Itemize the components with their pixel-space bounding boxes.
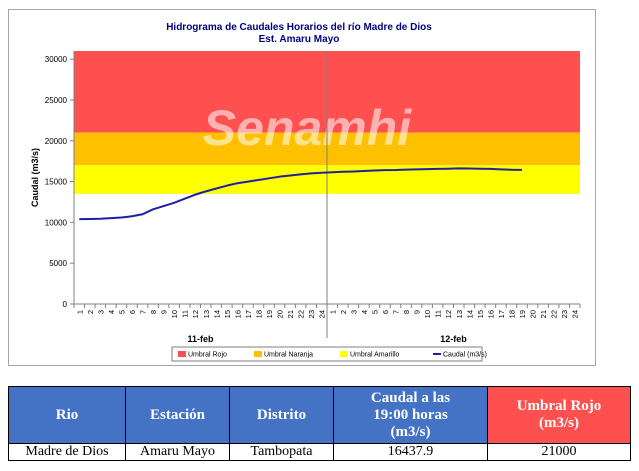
x-tick-label-37: 14 [465, 310, 474, 318]
y-axis-label: Caudal (m3/s) [30, 148, 40, 207]
x-tick-label-41: 18 [507, 310, 516, 318]
legend-swatch-1 [254, 351, 262, 357]
header-caudal-line1: Caudal a las [370, 389, 451, 406]
y-tick-label-6: 30000 [45, 55, 68, 64]
cell-umbral: 21000 [487, 443, 631, 461]
cell-estacion: Amaru Mayo [125, 443, 230, 461]
legend-label-3: Caudal (m3/s) [443, 352, 487, 359]
x-tick-label-42: 19 [518, 310, 527, 318]
y-tick-label-0: 0 [63, 300, 68, 309]
y-tick-label-5: 25000 [45, 96, 68, 105]
cell-rio: Madre de Dios [8, 443, 126, 461]
hydrograph-chart: Senamhi Hidrograma de Caudales Horarios … [30, 22, 581, 362]
x-tick-label-17: 18 [254, 310, 263, 318]
x-tick-label-31: 8 [402, 310, 411, 314]
x-tick-label-20: 21 [286, 310, 295, 318]
x-tick-label-33: 10 [423, 310, 432, 318]
header-caudal-line2: 19:00 horas [373, 406, 448, 423]
x-tick-label-14: 15 [223, 310, 232, 318]
x-tick-label-39: 16 [486, 310, 495, 318]
legend-swatch-0 [178, 351, 186, 357]
x-tick-label-26: 3 [349, 310, 358, 314]
legend-label-0: Umbral Rojo [188, 352, 227, 359]
chart-title: Hidrograma de Caudales Horarios del río … [166, 22, 432, 33]
x-tick-label-5: 6 [128, 310, 137, 314]
y-tick-label-1: 5000 [49, 259, 67, 268]
x-tick-label-27: 4 [360, 310, 369, 314]
y-tick-label-4: 20000 [45, 137, 68, 146]
x-tick-label-0: 1 [75, 310, 84, 314]
x-tick-label-38: 15 [476, 310, 485, 318]
x-tick-label-32: 9 [413, 310, 422, 314]
x-tick-label-47: 24 [571, 310, 580, 318]
x-tick-label-40: 17 [497, 310, 506, 318]
x-tick-label-3: 4 [107, 310, 116, 314]
chart-frame: Senamhi Hidrograma de Caudales Horarios … [8, 9, 596, 366]
y-tick-label-3: 15000 [45, 178, 68, 187]
header-caudal: Caudal a las 19:00 horas (m3/s) [333, 386, 488, 444]
x-tick-label-23: 24 [318, 310, 327, 318]
x-tick-label-22: 23 [307, 310, 316, 318]
series-line-0 [79, 167, 523, 221]
x-tick-label-34: 11 [434, 310, 443, 318]
x-tick-label-12: 13 [202, 310, 211, 318]
legend: Umbral Rojo Umbral Naranja Umbral Amarillo… [171, 346, 487, 362]
header-umbral-line1: Umbral Rojo [516, 398, 602, 414]
x-tick-label-4: 5 [117, 310, 126, 314]
x-tick-label-24: 1 [328, 310, 337, 314]
header-distrito: Distrito [229, 386, 334, 444]
x-tick-label-36: 13 [455, 310, 464, 318]
x-tick-label-46: 23 [560, 310, 569, 318]
x-tick-label-7: 8 [149, 310, 158, 314]
x-tick-label-21: 22 [297, 310, 306, 318]
x-tick-label-1: 2 [86, 310, 95, 314]
table-row: Madre de Dios Amaru Mayo Tambopata 16437… [8, 443, 631, 461]
header-caudal-unit: (m3/s) [390, 423, 431, 440]
x-tick-label-9: 10 [170, 310, 179, 318]
summary-table: Rio Estación Distrito Caudal a las 19:00… [8, 386, 631, 461]
day-label-0: 11-feb [187, 334, 214, 344]
x-tick-label-15: 16 [233, 310, 242, 318]
legend-swatch-2 [340, 351, 348, 357]
legend-label-1: Umbral Naranja [264, 352, 313, 359]
x-tick-label-16: 17 [244, 310, 253, 318]
header-rio: Rio [8, 386, 126, 444]
x-tick-label-44: 21 [539, 310, 548, 318]
watermark: Senamhi [203, 100, 413, 156]
x-tick-label-28: 5 [370, 310, 379, 314]
table-header-row: Rio Estación Distrito Caudal a las 19:00… [8, 386, 631, 444]
x-tick-label-11: 12 [191, 310, 200, 318]
legend-label-2: Umbral Amarillo [350, 352, 400, 359]
chart-subtitle: Est. Amaru Mayo [259, 34, 340, 45]
x-tick-label-19: 20 [276, 310, 285, 318]
x-tick-label-13: 14 [212, 310, 221, 318]
legend-box [171, 346, 483, 362]
day-label-1: 12-feb [440, 334, 467, 344]
x-tick-label-6: 7 [139, 310, 148, 314]
x-tick-label-25: 2 [339, 310, 348, 314]
watermark-text: Senamhi [203, 100, 413, 156]
x-tick-label-43: 20 [529, 310, 538, 318]
x-tick-label-2: 3 [96, 310, 105, 314]
cell-distrito: Tambopata [229, 443, 334, 461]
header-estacion: Estación [125, 386, 230, 444]
x-tick-label-30: 7 [392, 310, 401, 314]
cell-caudal: 16437.9 [333, 443, 488, 461]
x-tick-label-10: 11 [181, 310, 190, 318]
x-tick-label-18: 19 [265, 310, 274, 318]
header-umbral: Umbral Rojo (m3/s) [487, 386, 631, 444]
x-tick-label-8: 9 [160, 310, 169, 314]
x-tick-label-29: 6 [381, 310, 390, 314]
x-tick-label-45: 22 [550, 310, 559, 318]
header-umbral-unit: (m3/s) [539, 415, 579, 431]
x-tick-label-35: 12 [444, 310, 453, 318]
y-tick-label-2: 10000 [45, 218, 68, 227]
